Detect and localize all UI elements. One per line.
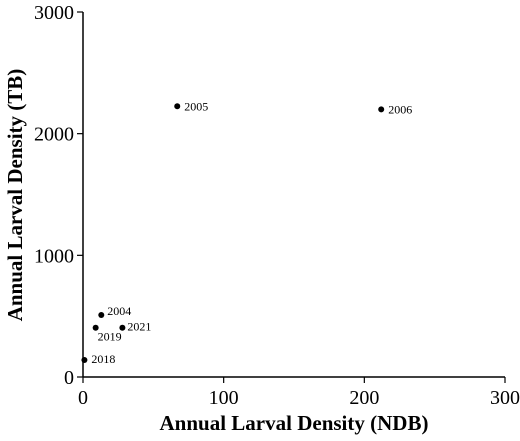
point-label-2018: 2018 [91, 352, 115, 366]
y-tick-label: 3000 [34, 2, 74, 24]
data-point-2004 [98, 311, 105, 318]
y-tick-label: 0 [64, 367, 74, 389]
point-label-2005: 2005 [184, 99, 208, 113]
point-label-2006: 2006 [388, 102, 412, 116]
data-point-2006 [378, 106, 385, 113]
y-tick-label: 1000 [34, 245, 74, 267]
x-tick-label: 100 [209, 387, 239, 409]
data-point-2019 [92, 324, 99, 331]
data-point-2018 [81, 356, 88, 363]
y-axis-title: Annual Larval Density (TB) [3, 69, 27, 322]
data-point-2005 [174, 103, 181, 110]
x-ticks: 0 100 200 300 [78, 377, 520, 409]
x-axis-title: Annual Larval Density (NDB) [160, 411, 429, 435]
x-tick-label: 0 [78, 387, 88, 409]
x-tick-label: 200 [349, 387, 379, 409]
data-points: 2005 2006 2004 2019 2021 2018 [81, 99, 412, 366]
y-ticks: 0 1000 2000 3000 [34, 2, 83, 389]
axes [82, 12, 505, 378]
point-label-2004: 2004 [107, 304, 131, 318]
data-point-2021 [119, 324, 126, 331]
point-label-2021: 2021 [127, 320, 151, 334]
x-tick-label: 300 [490, 387, 520, 409]
y-tick-label: 2000 [34, 124, 74, 146]
point-label-2019: 2019 [98, 330, 122, 344]
